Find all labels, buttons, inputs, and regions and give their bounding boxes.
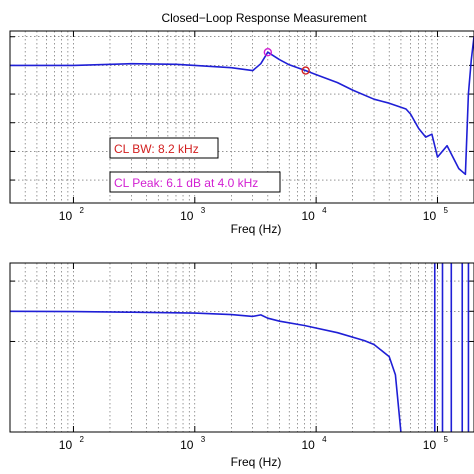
magnitude-x-axis-label: Freq (Hz) — [231, 222, 282, 236]
magnitude-marker — [263, 48, 273, 57]
phase-x-tick-label: 10 — [423, 438, 437, 452]
phase-plot: 10 2 10 3 10 4 10 5 Freq (Hz) — [9, 262, 474, 469]
magnitude-grid — [9, 31, 474, 203]
magnitude-x-tick-exponent: 5 — [443, 206, 448, 215]
phase-x-tick-label: 10 — [180, 438, 194, 452]
magnitude-plot-frame — [9, 30, 474, 204]
cl-peak-text: CL Peak: 6.1 dB at 4.0 kHz — [114, 176, 258, 190]
phase-grid — [9, 263, 474, 432]
chart-title: Closed−Loop Response Measurement — [161, 11, 367, 25]
phase-ticks: 10 2 10 3 10 4 10 5 — [10, 263, 474, 452]
phase-x-tick-label: 10 — [301, 438, 315, 452]
phase-x-tick-exponent: 5 — [443, 435, 448, 444]
phase-x-tick-label: 10 — [59, 438, 73, 452]
cl-peak-annotation: CL Peak: 6.1 dB at 4.0 kHz — [109, 171, 281, 193]
magnitude-x-tick-exponent: 4 — [322, 206, 327, 215]
cl-bw-annotation: CL BW: 8.2 kHz — [109, 137, 219, 159]
magnitude-x-tick-label: 10 — [301, 209, 315, 223]
magnitude-ticks: 10 2 10 3 10 4 10 5 — [10, 31, 474, 223]
phase-plot-area — [10, 263, 474, 432]
magnitude-x-tick-label: 10 — [180, 209, 194, 223]
phase-x-tick-exponent: 3 — [201, 435, 206, 444]
phase-x-tick-exponent: 4 — [322, 435, 327, 444]
cl-bw-box — [109, 137, 219, 159]
cl-bw-text: CL BW: 8.2 kHz — [114, 142, 199, 156]
phase-plot-frame — [9, 262, 474, 433]
phase-wrap-lines — [433, 263, 470, 432]
phase-x-axis-label: Freq (Hz) — [231, 455, 282, 469]
magnitude-marker — [301, 66, 310, 75]
magnitude-markers — [263, 48, 310, 75]
magnitude-x-tick-label: 10 — [423, 209, 437, 223]
magnitude-x-tick-exponent: 3 — [201, 206, 206, 215]
cl-peak-box — [109, 171, 281, 193]
magnitude-series-line — [10, 36, 474, 176]
magnitude-x-tick-exponent: 2 — [79, 206, 84, 215]
magnitude-x-tick-label: 10 — [59, 209, 73, 223]
phase-x-tick-exponent: 2 — [79, 435, 84, 444]
magnitude-plot: 10 2 10 3 10 4 10 5 CL BW: 8.2 kHz CL Peak: 6.1… — [9, 30, 474, 236]
phase-series-line — [9, 310, 402, 433]
